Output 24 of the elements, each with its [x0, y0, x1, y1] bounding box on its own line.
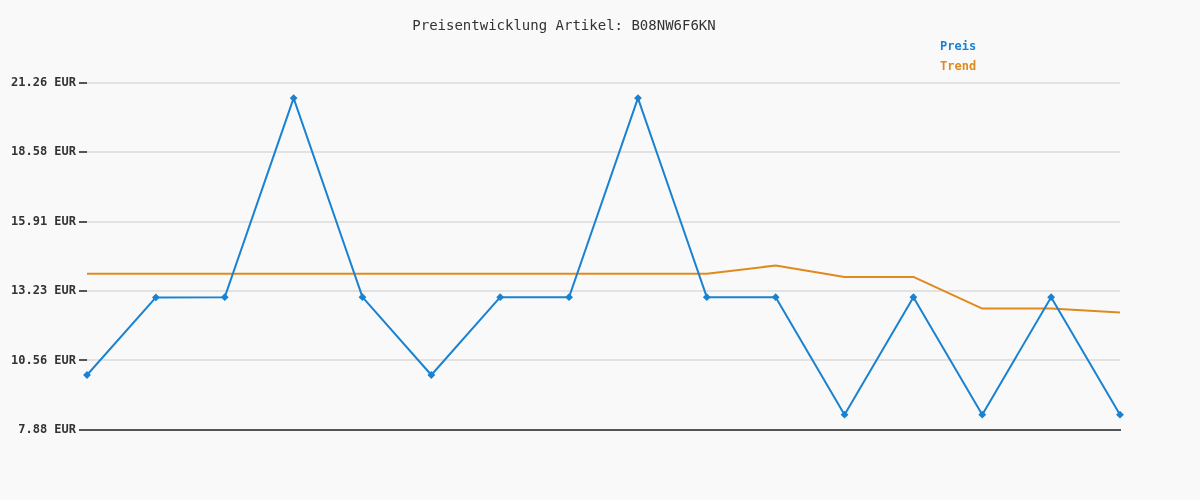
y-tick-label: 18.58 EUR — [10, 144, 77, 159]
point — [1116, 411, 1124, 419]
y-tick-label: 10.56 EUR — [10, 352, 77, 367]
point — [703, 293, 711, 301]
point — [427, 371, 435, 379]
point — [221, 293, 229, 301]
point — [496, 293, 504, 301]
point — [634, 94, 642, 102]
y-tick-label: 13.23 EUR — [10, 283, 77, 298]
point — [1047, 293, 1055, 301]
point — [978, 411, 986, 419]
text: Preis — [940, 39, 977, 54]
point — [909, 293, 917, 301]
chart-title: Preisentwicklung Artikel: B08NW6F6KN — [412, 17, 716, 34]
point — [565, 293, 573, 301]
y-tick-label: 7.88 EUR — [18, 422, 77, 437]
point — [841, 411, 849, 419]
y-tick-label: 15.91 EUR — [10, 213, 77, 228]
y-tick-label: 21.26 EUR — [10, 74, 77, 89]
point — [772, 293, 780, 301]
point — [358, 293, 366, 301]
text: Trend — [940, 59, 977, 74]
point — [152, 293, 160, 301]
point — [290, 94, 298, 102]
